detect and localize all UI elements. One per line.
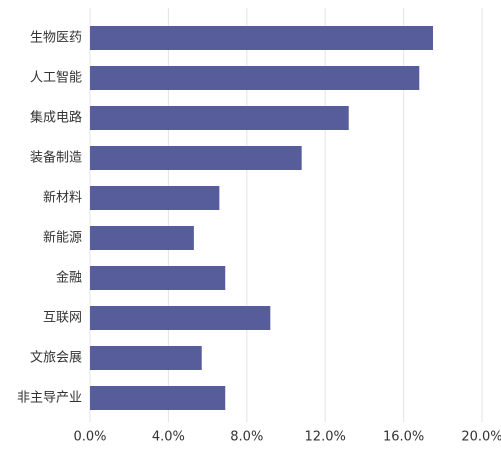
bar (90, 186, 220, 210)
y-tick-label: 新能源 (43, 230, 82, 246)
x-tick-label: 8.0% (230, 430, 263, 445)
bar (90, 386, 226, 410)
y-tick-label: 互联网 (43, 311, 82, 326)
bar (90, 146, 302, 170)
y-tick-label: 装备制造 (30, 150, 82, 166)
bar (90, 346, 202, 370)
x-tick-label: 12.0% (305, 430, 346, 445)
x-tick-label: 4.0% (152, 430, 185, 445)
y-tick-label: 生物医药 (30, 31, 82, 46)
bar (90, 26, 433, 50)
bar (90, 226, 194, 250)
bar (90, 66, 420, 90)
bar (90, 106, 349, 130)
x-tick-label: 16.0% (383, 430, 424, 445)
y-tick-label: 新材料 (43, 190, 82, 206)
y-tick-label: 金融 (56, 270, 82, 286)
x-tick-label: 0.0% (73, 430, 106, 445)
bar (90, 266, 226, 290)
y-tick-label: 人工智能 (30, 71, 82, 86)
y-tick-label: 文旅会展 (30, 351, 82, 366)
y-tick-label: 集成电路 (30, 110, 82, 126)
bar (90, 306, 271, 330)
y-tick-label: 非主导产业 (17, 391, 82, 406)
x-tick-label: 20.0% (461, 430, 501, 445)
